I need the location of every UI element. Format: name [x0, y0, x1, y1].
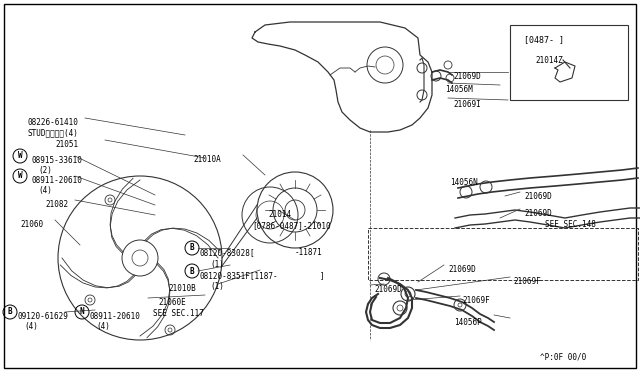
Text: SEE SEC.117: SEE SEC.117: [153, 309, 204, 318]
Text: B: B: [189, 266, 195, 276]
Text: ]: ]: [320, 271, 324, 280]
Text: SEE SEC.148: SEE SEC.148: [545, 220, 596, 229]
Text: 14056N: 14056N: [450, 178, 477, 187]
Text: 21069D: 21069D: [524, 192, 552, 201]
Text: 08226-61410: 08226-61410: [28, 118, 79, 127]
Text: -11871: -11871: [295, 248, 323, 257]
Text: 21014: 21014: [268, 210, 291, 219]
Text: 21069D: 21069D: [374, 285, 402, 294]
Text: B: B: [189, 244, 195, 253]
Text: 08911-20610: 08911-20610: [32, 176, 83, 185]
Text: 08120-83028[: 08120-83028[: [200, 248, 255, 257]
Text: 21082: 21082: [45, 200, 68, 209]
Bar: [510, 25, 628, 100]
Text: 21069F: 21069F: [513, 277, 541, 286]
Text: B: B: [8, 308, 12, 317]
Text: ^P:0F 00/0: ^P:0F 00/0: [540, 352, 586, 361]
Text: 21014Z: 21014Z: [535, 56, 563, 65]
Text: 08911-20610: 08911-20610: [90, 312, 141, 321]
Text: 21010B: 21010B: [168, 284, 196, 293]
Text: (4): (4): [38, 186, 52, 195]
Text: 21060: 21060: [20, 220, 43, 229]
Text: (2): (2): [38, 166, 52, 175]
Text: 09120-61629: 09120-61629: [18, 312, 69, 321]
Text: W: W: [18, 171, 22, 180]
Text: 21069D: 21069D: [524, 209, 552, 218]
Text: [0487- ]: [0487- ]: [524, 35, 564, 44]
Text: [0786-0487]-21010: [0786-0487]-21010: [252, 221, 331, 230]
Text: (1): (1): [210, 282, 224, 291]
Text: STUDスタッド(4): STUDスタッド(4): [28, 128, 79, 137]
Text: 21069D: 21069D: [448, 265, 476, 274]
Text: 08915-33610: 08915-33610: [32, 156, 83, 165]
Text: (1): (1): [210, 260, 224, 269]
Text: 14056P: 14056P: [454, 318, 482, 327]
Text: W: W: [18, 151, 22, 160]
Text: 21010A: 21010A: [193, 155, 221, 164]
Text: 21051: 21051: [55, 140, 78, 149]
Text: 21069D: 21069D: [453, 72, 481, 81]
Text: 08120-8351F[1187-: 08120-8351F[1187-: [200, 271, 278, 280]
Text: 21069F: 21069F: [462, 296, 490, 305]
Text: (4): (4): [24, 322, 38, 331]
Text: N: N: [80, 308, 84, 317]
Text: 21060E: 21060E: [158, 298, 186, 307]
Bar: [368, 228, 638, 280]
Text: (4): (4): [96, 322, 110, 331]
Text: 14056M: 14056M: [445, 85, 473, 94]
Text: 21069I: 21069I: [453, 100, 481, 109]
